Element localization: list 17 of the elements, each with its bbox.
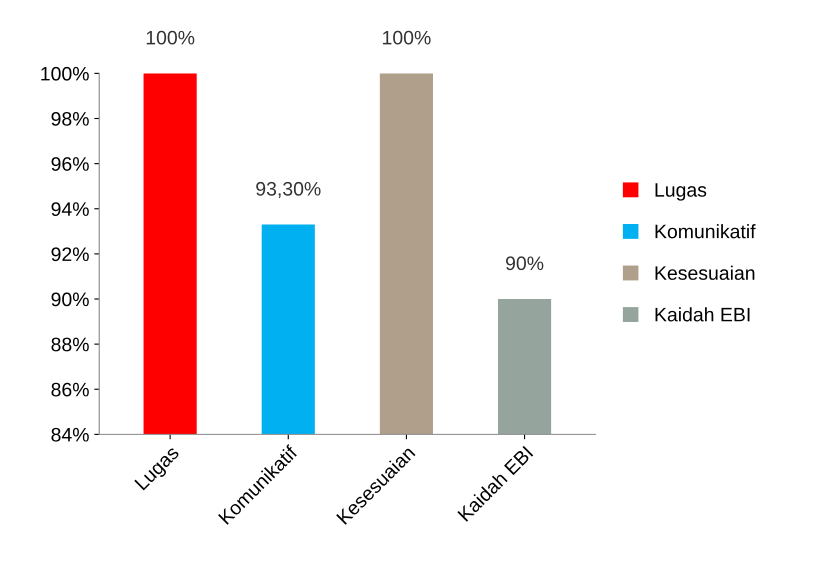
legend-label: Kaidah EBI <box>656 307 750 322</box>
data-label: 100% <box>146 30 194 45</box>
legend-label: Lugas <box>656 183 706 201</box>
data-label: 93,30% <box>256 182 321 198</box>
data-label: 90% <box>506 256 544 270</box>
legend-label: Kesesuaian <box>656 266 754 280</box>
y-tick-label: 98% <box>52 112 89 126</box>
y-tick-label: 96% <box>52 157 89 171</box>
y-tick-label: 88% <box>51 338 89 352</box>
y-tick-label: 94% <box>52 202 89 216</box>
data-label: 100% <box>383 30 431 45</box>
y-tick-label: 92% <box>52 247 89 262</box>
y-tick-label: 90% <box>52 292 89 306</box>
y-tick-label: 84% <box>51 428 89 442</box>
y-tick-label: 100% <box>41 66 89 81</box>
legend-label: Komunikatif <box>656 224 756 238</box>
y-tick-label: 86% <box>51 382 89 396</box>
